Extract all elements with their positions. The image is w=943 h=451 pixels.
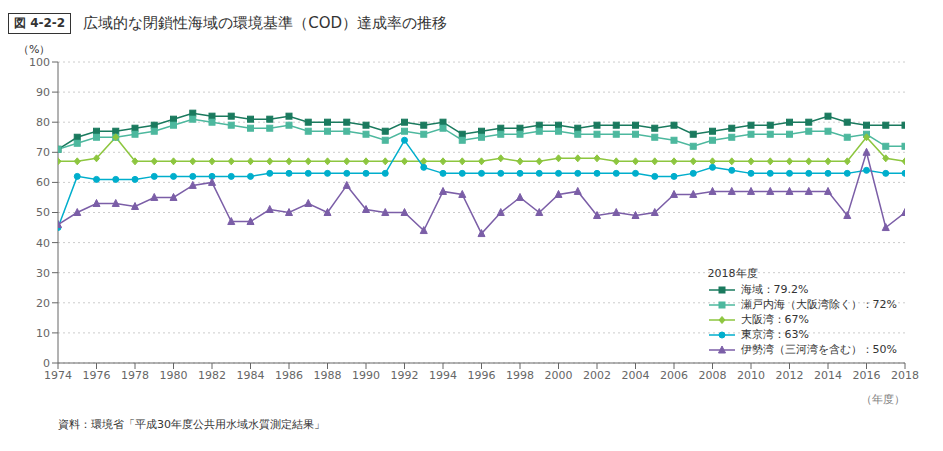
- html-text:大阪湾：67%: 大阪湾：67%: [740, 313, 809, 326]
- html-text:海域：79.2%: 海域：79.2%: [740, 283, 809, 296]
- svg-text:1984: 1984: [237, 369, 265, 382]
- svg-text:40: 40: [36, 237, 50, 250]
- svg-text:1996: 1996: [468, 369, 496, 382]
- html-text:瀬戸内海（大阪湾除く）：72%: 瀬戸内海（大阪湾除く）：72%: [740, 298, 897, 311]
- svg-text:1998: 1998: [506, 369, 534, 382]
- svg-text:100: 100: [29, 56, 50, 69]
- svg-text:2002: 2002: [583, 369, 611, 382]
- svg-text:2004: 2004: [622, 369, 650, 382]
- svg-text:50: 50: [36, 206, 50, 219]
- svg-text:80: 80: [36, 116, 50, 129]
- html-text:広域的な閉鎖性海域の環境基準（COD）達成率の推移: 広域的な閉鎖性海域の環境基準（COD）達成率の推移: [83, 13, 447, 32]
- svg-text:2014: 2014: [814, 369, 842, 382]
- svg-text:2008: 2008: [699, 369, 727, 382]
- html-text:伊勢湾（三河湾を含む）：50%: 伊勢湾（三河湾を含む）：50%: [740, 343, 897, 356]
- html-text:資料：環境省「平成30年度公共用水域水質測定結果」: 資料：環境省「平成30年度公共用水域水質測定結果」: [58, 418, 325, 431]
- svg-text:（年度）: （年度）: [861, 393, 905, 406]
- svg-text:2000: 2000: [545, 369, 573, 382]
- svg-text:2016: 2016: [853, 369, 881, 382]
- svg-text:1990: 1990: [352, 369, 380, 382]
- svg-text:1986: 1986: [275, 369, 303, 382]
- svg-text:1974: 1974: [44, 369, 72, 382]
- svg-text:2006: 2006: [660, 369, 688, 382]
- html-text:図 4-2-2: 図 4-2-2: [14, 15, 66, 30]
- svg-text:10: 10: [36, 327, 50, 340]
- svg-text:70: 70: [36, 146, 50, 159]
- svg-text:30: 30: [36, 267, 50, 280]
- svg-text:1992: 1992: [391, 369, 419, 382]
- svg-text:1978: 1978: [121, 369, 149, 382]
- html-text:東京湾：63%: 東京湾：63%: [740, 328, 809, 341]
- svg-text:60: 60: [36, 176, 50, 189]
- svg-text:2012: 2012: [776, 369, 804, 382]
- svg-text:0: 0: [43, 357, 50, 370]
- svg-text:1982: 1982: [198, 369, 226, 382]
- svg-text:1994: 1994: [429, 369, 457, 382]
- svg-text:1980: 1980: [160, 369, 188, 382]
- svg-text:90: 90: [36, 86, 50, 99]
- svg-text:1976: 1976: [83, 369, 111, 382]
- svg-text:2010: 2010: [737, 369, 765, 382]
- svg-text:20: 20: [36, 297, 50, 310]
- svg-text:1988: 1988: [314, 369, 342, 382]
- html-text:2018年度: 2018年度: [707, 267, 758, 280]
- svg-text:2018: 2018: [891, 369, 919, 382]
